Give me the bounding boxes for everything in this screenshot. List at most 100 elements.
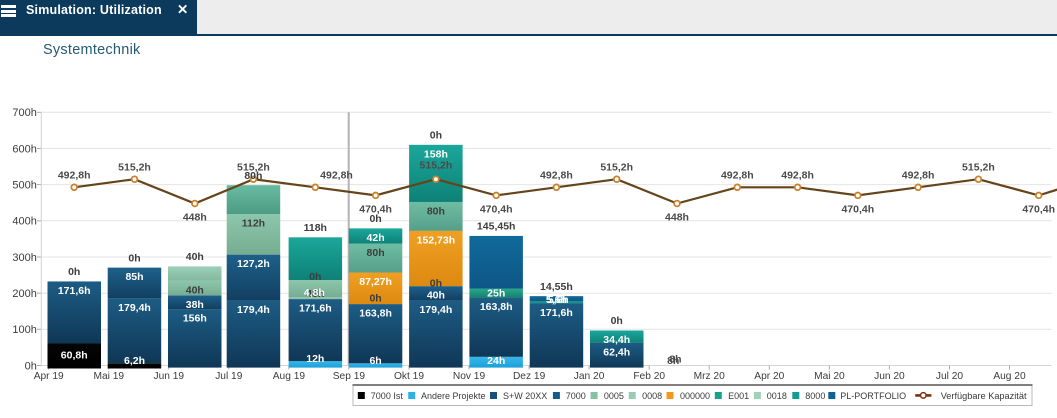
svg-text:0h: 0h <box>369 213 381 225</box>
svg-text:179,4h: 179,4h <box>118 302 151 314</box>
svg-text:492,8h: 492,8h <box>721 170 754 182</box>
svg-text:492,8h: 492,8h <box>58 170 91 182</box>
svg-text:Nov 19: Nov 19 <box>453 371 486 382</box>
svg-text:42h: 42h <box>367 232 385 244</box>
svg-text:Mai 20: Mai 20 <box>814 371 845 382</box>
svg-text:40h: 40h <box>186 284 204 296</box>
svg-text:171,6h: 171,6h <box>58 285 91 297</box>
svg-text:470,4h: 470,4h <box>841 203 874 215</box>
svg-text:000000: 000000 <box>680 391 710 401</box>
svg-text:492,8h: 492,8h <box>902 170 935 182</box>
svg-text:40h: 40h <box>427 290 445 302</box>
svg-text:80h: 80h <box>367 247 385 259</box>
svg-text:6h: 6h <box>369 355 381 367</box>
svg-text:34,4h: 34,4h <box>603 334 630 346</box>
svg-text:Mai 19: Mai 19 <box>94 371 125 382</box>
svg-text:6,2h: 6,2h <box>124 355 145 367</box>
svg-text:515,2h: 515,2h <box>420 160 453 172</box>
svg-text:470,4h: 470,4h <box>359 203 392 215</box>
svg-text:163,8h: 163,8h <box>480 301 513 313</box>
svg-text:515,2h: 515,2h <box>237 162 270 174</box>
svg-text:8000: 8000 <box>805 391 825 401</box>
svg-text:179,4h: 179,4h <box>420 304 453 316</box>
svg-text:5,6h: 5,6h <box>546 294 567 306</box>
svg-text:80h: 80h <box>244 170 262 182</box>
svg-text:48h: 48h <box>306 288 324 300</box>
svg-text:0h: 0h <box>430 130 442 142</box>
svg-text:0005: 0005 <box>604 391 624 401</box>
svg-text:492,8h: 492,8h <box>540 170 573 182</box>
svg-text:Dez 19: Dez 19 <box>513 371 546 382</box>
svg-text:700h: 700h <box>12 107 36 119</box>
svg-text:200h: 200h <box>12 288 36 300</box>
svg-text:158h: 158h <box>424 148 448 160</box>
svg-text:5,6h: 5,6h <box>548 294 569 306</box>
svg-text:Jul 20: Jul 20 <box>936 371 964 382</box>
svg-text:492,8h: 492,8h <box>320 170 353 182</box>
svg-text:80h: 80h <box>427 206 445 218</box>
svg-text:0h: 0h <box>309 271 321 283</box>
svg-text:Andere Projekte: Andere Projekte <box>421 391 486 401</box>
svg-text:300h: 300h <box>12 252 36 264</box>
svg-text:515,2h: 515,2h <box>118 162 151 174</box>
svg-text:118h: 118h <box>304 222 327 234</box>
svg-text:0h: 0h <box>68 266 80 278</box>
svg-text:0h: 0h <box>128 252 140 264</box>
svg-text:Jan 20: Jan 20 <box>574 371 605 382</box>
svg-text:E001: E001 <box>728 391 749 401</box>
svg-text:Verfügbare Kapazität: Verfügbare Kapazität <box>941 391 1027 401</box>
svg-text:Jun 20: Jun 20 <box>874 371 905 382</box>
svg-text:600h: 600h <box>12 143 36 155</box>
svg-text:0h: 0h <box>25 360 37 372</box>
svg-text:448h: 448h <box>183 212 207 224</box>
svg-text:PL-PORTFOLIO: PL-PORTFOLIO <box>840 391 906 401</box>
svg-text:40h: 40h <box>186 251 204 263</box>
svg-text:0008: 0008 <box>642 391 662 401</box>
svg-text:Apr 20: Apr 20 <box>754 371 784 382</box>
svg-text:171,6h: 171,6h <box>299 303 332 315</box>
svg-text:400h: 400h <box>12 216 36 228</box>
svg-text:60,8h: 60,8h <box>61 350 88 362</box>
svg-text:Aug 20: Aug 20 <box>993 371 1026 382</box>
svg-text:470,4h: 470,4h <box>1022 203 1055 215</box>
svg-text:163,8h: 163,8h <box>359 308 392 320</box>
svg-text:448h: 448h <box>665 212 689 224</box>
svg-text:0018: 0018 <box>767 391 787 401</box>
svg-text:Jul 19: Jul 19 <box>215 371 243 382</box>
svg-text:62,4h: 62,4h <box>603 346 630 358</box>
svg-text:Aug 19: Aug 19 <box>273 371 306 382</box>
svg-text:7000: 7000 <box>566 391 586 401</box>
svg-text:0h: 0h <box>369 293 381 305</box>
svg-text:152,73h: 152,73h <box>417 234 456 246</box>
svg-text:Mrz 20: Mrz 20 <box>694 371 725 382</box>
svg-text:Feb 20: Feb 20 <box>633 371 665 382</box>
svg-text:0h: 0h <box>430 278 442 290</box>
svg-text:515,2h: 515,2h <box>962 162 995 174</box>
svg-text:145,45h: 145,45h <box>477 221 516 233</box>
svg-text:100h: 100h <box>12 324 36 336</box>
svg-text:492,8h: 492,8h <box>781 170 814 182</box>
svg-text:515,2h: 515,2h <box>600 162 633 174</box>
svg-text:Okt 19: Okt 19 <box>394 371 424 382</box>
svg-text:Apr 19: Apr 19 <box>34 371 64 382</box>
svg-text:Jun 19: Jun 19 <box>154 371 185 382</box>
svg-text:25h: 25h <box>487 287 505 299</box>
svg-text:127,2h: 127,2h <box>237 258 270 270</box>
svg-text:0h: 0h <box>611 315 623 327</box>
svg-text:171,6h: 171,6h <box>540 307 573 319</box>
svg-text:8h: 8h <box>669 354 681 366</box>
svg-text:4,8h: 4,8h <box>304 287 325 299</box>
svg-text:85h: 85h <box>125 271 143 283</box>
svg-text:38h: 38h <box>186 299 204 311</box>
svg-text:12h: 12h <box>306 353 324 365</box>
svg-text:8h: 8h <box>667 355 679 367</box>
svg-text:Sep 19: Sep 19 <box>333 371 366 382</box>
svg-text:S+W 20XX: S+W 20XX <box>503 391 547 401</box>
svg-text:500h: 500h <box>12 179 36 191</box>
svg-text:7000 Ist: 7000 Ist <box>371 391 404 401</box>
svg-text:14,55h: 14,55h <box>540 281 573 293</box>
svg-text:470,4h: 470,4h <box>480 203 513 215</box>
svg-text:179,4h: 179,4h <box>237 304 270 316</box>
svg-text:112h: 112h <box>242 218 265 230</box>
svg-text:87,27h: 87,27h <box>359 276 392 288</box>
